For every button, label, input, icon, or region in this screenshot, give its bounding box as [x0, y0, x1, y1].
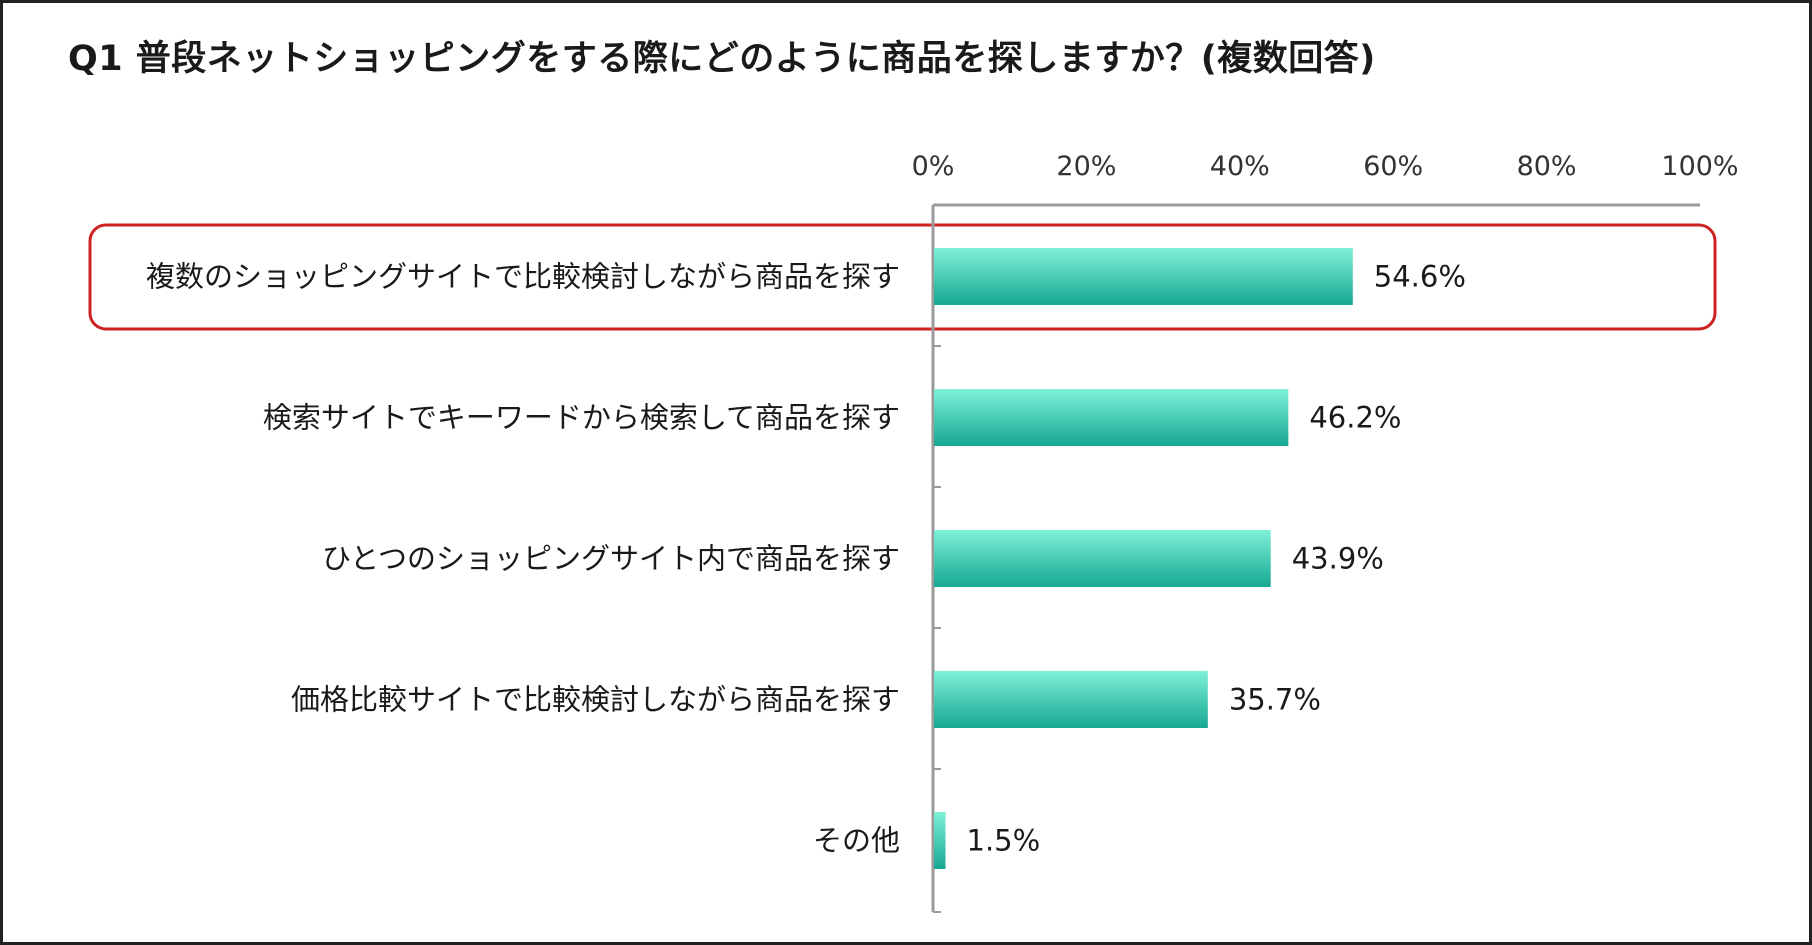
bar [934, 530, 1271, 587]
x-tick-label: 0% [912, 151, 955, 182]
x-tick-label: 60% [1363, 151, 1423, 182]
x-tick-label: 80% [1517, 151, 1577, 182]
chart-title: Q1 普段ネットショッピングをする際にどのように商品を探しますか？(複数回答) [68, 39, 1376, 79]
data-label: 1.5% [967, 824, 1041, 858]
bar [934, 671, 1208, 728]
category-label: 価格比較サイトで比較検討しながら商品を探す [291, 683, 900, 717]
bar [934, 812, 946, 869]
data-label: 54.6% [1374, 260, 1466, 294]
x-tick-label: 40% [1210, 151, 1270, 182]
data-label: 43.9% [1292, 542, 1384, 576]
bar [934, 248, 1353, 305]
highlight-box [88, 223, 1717, 331]
data-label: 46.2% [1309, 401, 1401, 435]
category-label: ひとつのショッピングサイト内で商品を探す [322, 542, 900, 576]
bar [934, 389, 1289, 446]
category-label: 検索サイトでキーワードから検索して商品を探す [263, 401, 900, 435]
x-tick-label: 20% [1056, 151, 1116, 182]
category-label: その他 [813, 824, 900, 858]
x-tick-label: 100% [1661, 151, 1738, 182]
category-label: 複数のショッピングサイトで比較検討しながら商品を探す [146, 260, 900, 294]
data-label: 35.7% [1229, 683, 1321, 717]
